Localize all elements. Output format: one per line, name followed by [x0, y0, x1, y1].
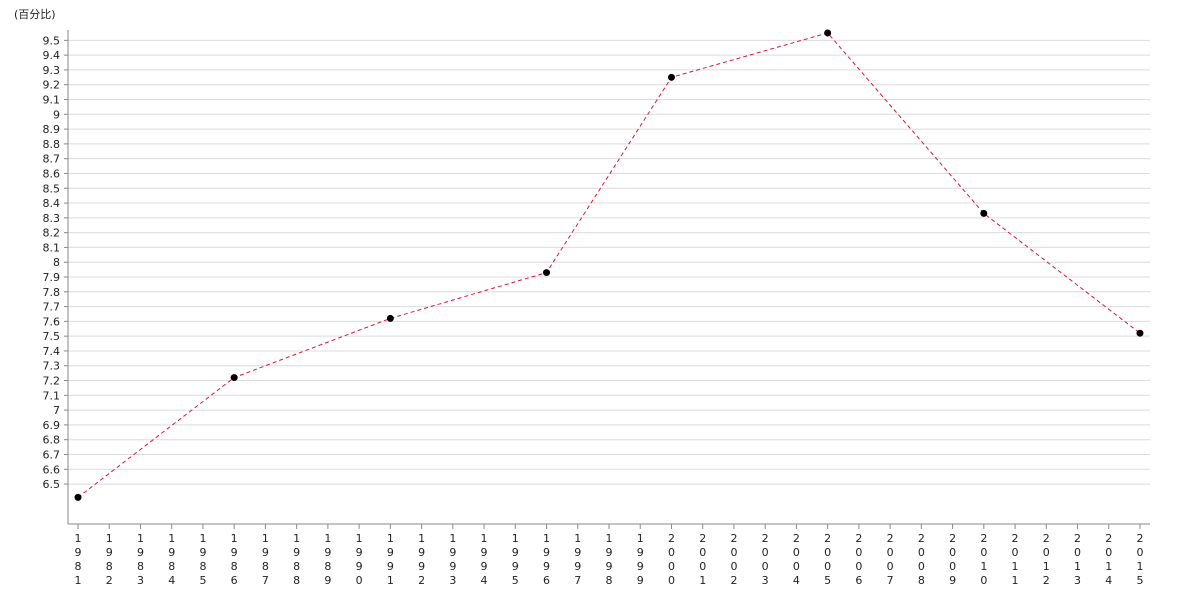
x-tick-label: 1981	[72, 532, 85, 588]
y-tick-label: 9.3	[43, 64, 61, 77]
x-tick-label: 1985	[196, 532, 209, 588]
x-tick-label: 2004	[790, 532, 803, 588]
x-tick-label: 1995	[509, 532, 522, 588]
x-tick-label: 1996	[540, 532, 553, 588]
data-point	[1136, 329, 1144, 337]
y-tick-label: 8	[53, 256, 60, 269]
data-point	[386, 314, 394, 322]
x-tick-label: 1994	[478, 532, 491, 588]
x-tick-label: 2002	[727, 532, 740, 588]
data-point	[667, 73, 675, 81]
data-point	[230, 374, 238, 382]
x-tick-label: 1997	[571, 532, 584, 588]
y-tick-label: 9.4	[43, 49, 61, 62]
y-tick-label: 7	[53, 404, 60, 417]
y-tick-label: 7.5	[43, 330, 61, 343]
data-point	[74, 493, 82, 501]
y-tick-label: 8.7	[43, 153, 61, 166]
x-tick-label: 1982	[103, 532, 116, 588]
x-tick-label: 2001	[696, 532, 709, 588]
data-point	[543, 269, 551, 277]
y-tick-label: 6.9	[43, 419, 61, 432]
y-tick-label: 8.9	[43, 123, 61, 136]
y-tick-label: 6.6	[43, 463, 61, 476]
x-tick-label: 1983	[134, 532, 147, 588]
x-tick-label: 1991	[384, 532, 397, 588]
y-tick-label: 6.7	[43, 448, 61, 461]
y-tick-label: 8.8	[43, 138, 61, 151]
y-tick-label: 9	[53, 108, 60, 121]
x-tick-label: 1987	[259, 532, 272, 588]
x-tick-label: 1998	[603, 532, 616, 588]
x-tick-label: 2008	[915, 532, 928, 588]
y-tick-label: 9.5	[43, 34, 61, 47]
x-tick-label: 2009	[946, 532, 959, 588]
data-point	[980, 209, 988, 217]
y-tick-label: 7.6	[43, 315, 61, 328]
x-tick-label: 2007	[884, 532, 897, 588]
x-tick-label: 1989	[321, 532, 334, 588]
y-tick-label: 8.1	[43, 241, 61, 254]
x-tick-label: 1993	[446, 532, 459, 588]
y-tick-label: 8.2	[43, 227, 61, 240]
x-tick-label: 2010	[977, 532, 990, 588]
y-tick-label: 8.6	[43, 167, 61, 180]
y-tick-label: 8.4	[43, 197, 61, 210]
y-tick-label: 9.1	[43, 94, 61, 107]
x-tick-label: 1984	[165, 532, 178, 588]
x-tick-label: 2005	[821, 532, 834, 588]
y-axis-label: (百分比)	[14, 8, 56, 21]
x-tick-label: 2011	[1009, 532, 1022, 588]
x-tick-label: 1986	[228, 532, 241, 588]
x-tick-label: 2000	[665, 532, 678, 588]
y-tick-label: 7.9	[43, 271, 61, 284]
x-tick-label: 2003	[759, 532, 772, 588]
y-tick-label: 7.1	[43, 389, 61, 402]
y-tick-label: 7.4	[43, 345, 61, 358]
y-tick-label: 7.7	[43, 301, 61, 314]
x-tick-label: 2012	[1040, 532, 1053, 588]
x-tick-label: 1999	[634, 532, 647, 588]
y-tick-label: 6.5	[43, 478, 61, 491]
x-tick-label: 2013	[1071, 532, 1084, 588]
x-tick-label: 2014	[1102, 532, 1115, 588]
x-tick-label: 1992	[415, 532, 428, 588]
y-tick-label: 8.3	[43, 212, 61, 225]
y-tick-label: 7.8	[43, 286, 61, 299]
x-tick-label: 2015	[1134, 532, 1147, 588]
y-tick-label: 8.5	[43, 182, 61, 195]
data-line	[77, 32, 1141, 498]
y-tick-label: 6.8	[43, 434, 61, 447]
y-tick-label: 7.2	[43, 375, 61, 388]
data-point	[824, 29, 832, 37]
x-tick-label: 1988	[290, 532, 303, 588]
x-tick-label: 2006	[852, 532, 865, 588]
y-tick-label: 7.3	[43, 360, 61, 373]
y-tick-label: 9.2	[43, 79, 61, 92]
x-tick-label: 1990	[353, 532, 366, 588]
